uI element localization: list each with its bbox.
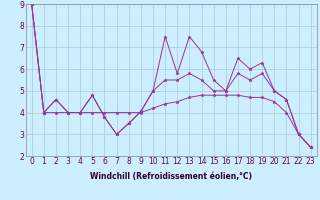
X-axis label: Windchill (Refroidissement éolien,°C): Windchill (Refroidissement éolien,°C) — [90, 172, 252, 181]
